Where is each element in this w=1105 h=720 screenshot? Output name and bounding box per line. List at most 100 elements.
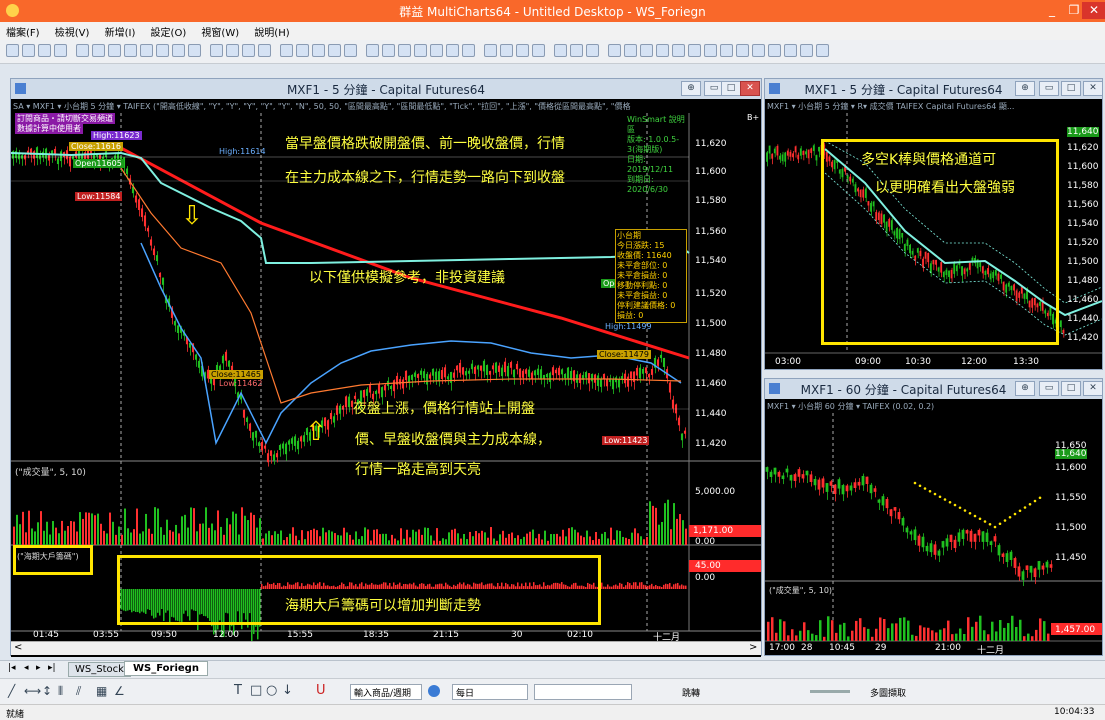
window-icon[interactable] [516, 44, 529, 57]
window-icon[interactable] [570, 44, 583, 57]
chart-icon[interactable] [140, 44, 153, 57]
close-button[interactable]: ✕ [1082, 2, 1105, 19]
pin-icon[interactable]: ⊕ [1015, 81, 1035, 96]
zoom-icon[interactable] [656, 44, 669, 57]
scroll-right-icon[interactable]: > [749, 642, 758, 653]
chart-icon[interactable] [92, 44, 105, 57]
chart-icon[interactable] [172, 44, 185, 57]
menu-settings[interactable]: 設定(O) [150, 28, 187, 39]
drawing-icon[interactable] [344, 44, 357, 57]
pin-icon[interactable]: ⊕ [681, 81, 701, 96]
open-icon[interactable] [22, 44, 35, 57]
menu-view[interactable]: 檢視(V) [54, 28, 90, 39]
go-icon[interactable] [428, 685, 440, 697]
drawing-icon[interactable] [398, 44, 411, 57]
right-bottom-price-chart[interactable] [765, 413, 1102, 655]
multi-capture-label[interactable]: 多圖擷取 [870, 689, 907, 699]
magnet-icon[interactable]: U [316, 683, 326, 698]
cursor-icon[interactable] [210, 44, 223, 57]
menu-window[interactable]: 視窗(W) [201, 28, 240, 39]
cursor-icon[interactable] [226, 44, 239, 57]
scroll-left-icon[interactable]: < [14, 642, 23, 653]
fib-tool-icon[interactable]: ⫴ [58, 684, 64, 698]
menu-file[interactable]: 檔案(F) [6, 28, 40, 39]
jump-label[interactable]: 跳轉 [682, 689, 701, 699]
zoom-icon[interactable] [704, 44, 717, 57]
rect-tool-icon[interactable]: □ [250, 683, 263, 698]
zoom-icon[interactable] [736, 44, 749, 57]
zoom-icon[interactable] [784, 44, 797, 57]
cursor-icon[interactable] [242, 44, 255, 57]
zoom-icon[interactable] [720, 44, 733, 57]
save-icon[interactable] [38, 44, 51, 57]
drawing-icon[interactable] [366, 44, 379, 57]
close-chart-button[interactable]: ✕ [740, 81, 760, 96]
menu-help[interactable]: 說明(H) [254, 28, 290, 39]
chart-window-icon[interactable] [15, 83, 26, 94]
menu-insert[interactable]: 新增(I) [104, 28, 136, 39]
zoom-icon[interactable] [800, 44, 813, 57]
angle-tool-icon[interactable]: ∠ [114, 684, 125, 698]
ellipse-tool-icon[interactable]: ○ [266, 683, 278, 698]
chart-window-icon[interactable] [769, 383, 780, 394]
drawing-icon[interactable] [414, 44, 427, 57]
tab-ws-stock[interactable]: WS_Stock [68, 662, 131, 677]
zoom-icon[interactable] [688, 44, 701, 57]
drawing-icon[interactable] [280, 44, 293, 57]
drawing-icon[interactable] [328, 44, 341, 57]
channel-tool-icon[interactable]: ⫽ [76, 684, 82, 698]
tab-nav-last-icon[interactable]: ▸| [48, 663, 56, 673]
zoom-icon[interactable] [816, 44, 829, 57]
tab-ws-foriegn[interactable]: WS_Foriegn [124, 661, 208, 676]
zoom-icon[interactable] [672, 44, 685, 57]
tab-nav-prev-icon[interactable]: ◂ [24, 663, 29, 673]
minimize-chart-button[interactable]: ▭ [1039, 81, 1059, 96]
drawing-icon[interactable] [382, 44, 395, 57]
pin-icon[interactable]: ⊕ [1015, 381, 1035, 396]
text-tool-icon[interactable]: T [234, 683, 242, 698]
zoom-icon[interactable] [768, 44, 781, 57]
zoom-icon[interactable] [752, 44, 765, 57]
period-select[interactable]: 每日 [452, 684, 528, 700]
grid-tool-icon[interactable]: ▦ [96, 684, 108, 698]
main-price-chart[interactable] [11, 113, 761, 657]
chart-icon[interactable] [108, 44, 121, 57]
close-chart-button[interactable]: ✕ [1083, 81, 1103, 96]
close-chart-button[interactable]: ✕ [1083, 381, 1103, 396]
tab-nav-next-icon[interactable]: ▸ [36, 663, 41, 673]
tab-nav-first-icon[interactable]: |◂ [8, 663, 16, 673]
drawing-icon[interactable] [446, 44, 459, 57]
window-icon[interactable] [532, 44, 545, 57]
window-icon[interactable] [554, 44, 567, 57]
app-icon[interactable] [6, 4, 19, 17]
drawing-icon[interactable] [296, 44, 309, 57]
drawing-icon[interactable] [462, 44, 475, 57]
new-icon[interactable] [6, 44, 19, 57]
chart-icon[interactable] [188, 44, 201, 57]
symbol-input[interactable]: 輸入商品/週期 [350, 684, 422, 700]
chart-icon[interactable] [156, 44, 169, 57]
minimize-button[interactable]: _ [1049, 3, 1055, 17]
vline-tool-icon[interactable]: ↕ [42, 684, 53, 698]
window-icon[interactable] [500, 44, 513, 57]
drawing-icon[interactable] [430, 44, 443, 57]
cursor-icon[interactable] [258, 44, 271, 57]
hline-tool-icon[interactable]: ⟷ [24, 684, 42, 698]
window-icon[interactable] [586, 44, 599, 57]
text-input[interactable] [534, 684, 632, 700]
playback-slider[interactable] [810, 690, 850, 693]
print-icon[interactable] [54, 44, 67, 57]
chart-icon[interactable] [124, 44, 137, 57]
chart-window-icon[interactable] [769, 83, 780, 94]
zoom-icon[interactable] [640, 44, 653, 57]
maximize-chart-button[interactable]: □ [1061, 81, 1081, 96]
minimize-chart-button[interactable]: ▭ [1039, 381, 1059, 396]
chart-icon[interactable] [76, 44, 89, 57]
drawing-icon[interactable] [312, 44, 325, 57]
horizontal-scrollbar[interactable]: < > [11, 641, 761, 655]
maximize-chart-button[interactable]: □ [1061, 381, 1081, 396]
line-tool-icon[interactable]: ╱ [8, 684, 16, 698]
window-icon[interactable] [484, 44, 497, 57]
zoom-icon[interactable] [624, 44, 637, 57]
arrow-tool-icon[interactable]: ↓ [282, 683, 293, 698]
